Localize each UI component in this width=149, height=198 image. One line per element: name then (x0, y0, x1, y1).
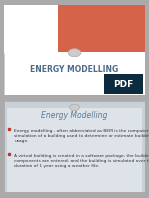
FancyBboxPatch shape (104, 74, 143, 94)
FancyBboxPatch shape (4, 5, 145, 95)
Bar (58, 5, 145, 52)
FancyBboxPatch shape (7, 108, 142, 192)
Text: Energy modelling , often abbreviated as BEM is the computer
simulation of a buil: Energy modelling , often abbreviated as … (14, 129, 149, 143)
Polygon shape (4, 5, 67, 54)
Text: Energy Modelling: Energy Modelling (41, 111, 108, 120)
Text: PDF: PDF (113, 80, 134, 89)
Text: A virtual building is created in a software package, the building
components are: A virtual building is created in a softw… (14, 154, 149, 168)
FancyBboxPatch shape (4, 101, 145, 192)
Circle shape (70, 104, 79, 110)
Circle shape (68, 49, 81, 57)
Text: ENERGY MODELLING: ENERGY MODELLING (30, 65, 119, 74)
